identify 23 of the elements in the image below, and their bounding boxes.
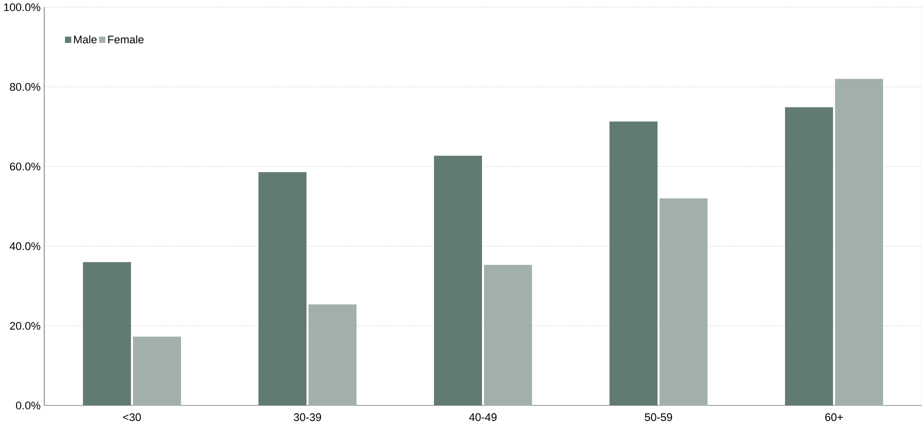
y-tick-label: 40.0%: [10, 242, 40, 250]
y-tick-label: 20.0%: [10, 322, 40, 330]
x-tick-label: 30-39: [294, 413, 322, 421]
bar: [660, 198, 708, 406]
x-tick-label: <30: [123, 413, 141, 421]
y-tick-label: 60.0%: [10, 162, 40, 170]
bar: [434, 156, 482, 406]
bar: [484, 264, 532, 406]
bar: [785, 106, 834, 406]
y-tick-label: 80.0%: [10, 82, 40, 91]
y-tick-label: 100.0%: [4, 3, 40, 11]
bar: [609, 121, 658, 406]
bar: [258, 172, 306, 406]
bar: [835, 78, 884, 406]
y-tick-label: 0.0%: [16, 401, 40, 410]
legend-label: Male: [74, 35, 97, 44]
bar: [308, 304, 357, 406]
legend-label: Female: [108, 35, 144, 44]
bar: [132, 336, 182, 406]
bar: [82, 262, 131, 406]
x-tick-label: 60+: [825, 413, 843, 421]
x-tick-label: 50-59: [644, 413, 672, 421]
x-tick-label: 40-49: [469, 413, 497, 421]
